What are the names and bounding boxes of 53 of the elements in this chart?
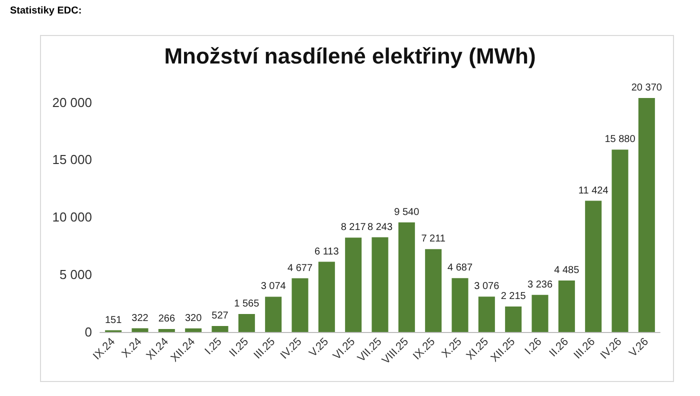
x-tick-label: V.25 — [307, 336, 331, 360]
bar — [212, 326, 228, 332]
bar — [558, 280, 575, 332]
bar — [585, 200, 602, 332]
y-tick-label: 5 000 — [59, 267, 92, 282]
data-label: 8 243 — [367, 222, 393, 233]
data-label: 15 880 — [604, 134, 636, 146]
bar — [265, 296, 282, 332]
data-label: 11 424 — [578, 185, 609, 196]
bar — [638, 98, 655, 332]
y-tick-label: 20 000 — [52, 94, 92, 110]
bar — [132, 328, 148, 332]
bar — [185, 328, 202, 332]
bar — [318, 262, 335, 332]
data-label: 151 — [104, 314, 122, 326]
x-tick-label: I.26 — [522, 336, 544, 358]
bar — [158, 328, 175, 332]
y-tick-label: 0 — [84, 324, 92, 340]
data-label: 2 215 — [500, 291, 526, 302]
data-label: 320 — [184, 312, 202, 324]
text: Statistiky EDC: — [10, 6, 82, 16]
x-tick-label: V.26 — [627, 336, 651, 360]
bar — [372, 237, 388, 332]
data-label: 4 485 — [554, 264, 580, 276]
data-label: 4 677 — [287, 262, 313, 274]
bar — [345, 238, 362, 332]
bar — [425, 249, 442, 332]
y-tick-label: 10 000 — [52, 210, 92, 225]
x-tick-label: I.25 — [202, 336, 224, 358]
data-label: 527 — [212, 310, 229, 322]
bar — [398, 222, 415, 332]
data-label: 3 236 — [527, 279, 553, 290]
data-label: 20 370 — [631, 82, 662, 94]
bar — [238, 314, 255, 332]
data-label: 3 074 — [260, 281, 286, 292]
data-label: 266 — [158, 313, 176, 324]
data-label: 7 211 — [421, 234, 446, 245]
bar — [532, 294, 548, 332]
bar — [612, 150, 628, 332]
data-label: 322 — [132, 312, 149, 324]
bar — [452, 278, 468, 332]
bar — [292, 278, 308, 332]
bar — [505, 306, 522, 332]
data-label: 1 565 — [234, 298, 260, 310]
bar — [478, 296, 495, 332]
data-label: 8 217 — [340, 222, 366, 234]
data-label: 4 687 — [447, 262, 473, 274]
chart-title: Množství nasdílené elektřiny (MWh) — [164, 44, 536, 68]
x-tick-label: II.26 — [547, 336, 571, 360]
data-label: 9 540 — [394, 206, 420, 218]
data-label: 3 076 — [474, 281, 500, 292]
data-label: 6 113 — [314, 246, 340, 258]
y-tick-label: 15 000 — [52, 152, 92, 168]
